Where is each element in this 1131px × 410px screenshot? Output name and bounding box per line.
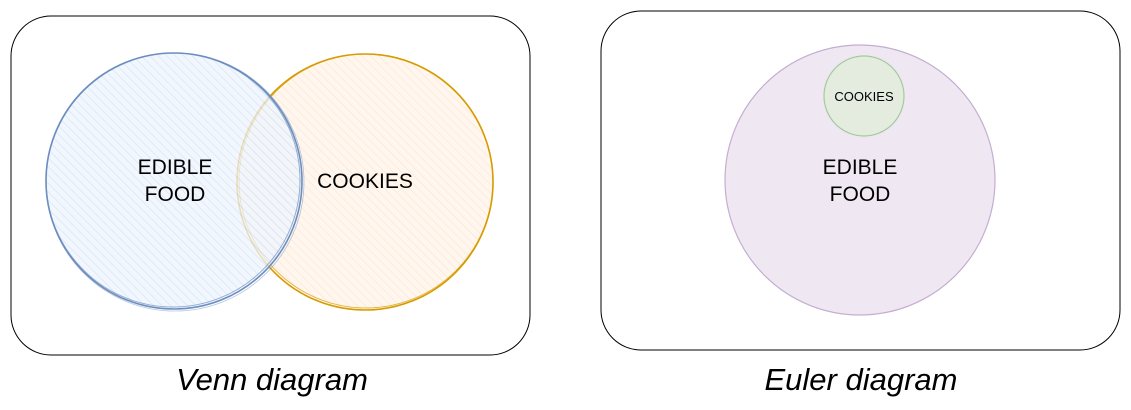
venn-edible-circle-sketch-2 [45, 52, 305, 312]
euler-set-edible-food [724, 44, 996, 316]
euler-edible-label-line2: FOOD [830, 183, 891, 206]
venn-cookies-label: COOKIES [317, 170, 413, 193]
venn-caption: Venn diagram [176, 362, 368, 397]
euler-cookies-label: COOKIES [834, 89, 894, 104]
venn-panel: EDIBLE FOOD COOKIES [10, 15, 531, 356]
euler-cookies-circle [823, 55, 905, 137]
euler-edible-circle [724, 44, 996, 316]
euler-panel: COOKIES EDIBLE FOOD [600, 10, 1121, 351]
venn-edible-label-line2: FOOD [145, 183, 206, 206]
euler-caption: Euler diagram [765, 362, 958, 397]
euler-set-cookies [823, 55, 905, 137]
venn-edible-label-line1: EDIBLE [138, 156, 213, 179]
euler-edible-label-line1: EDIBLE [823, 156, 898, 179]
venn-set-edible-food [45, 52, 305, 312]
